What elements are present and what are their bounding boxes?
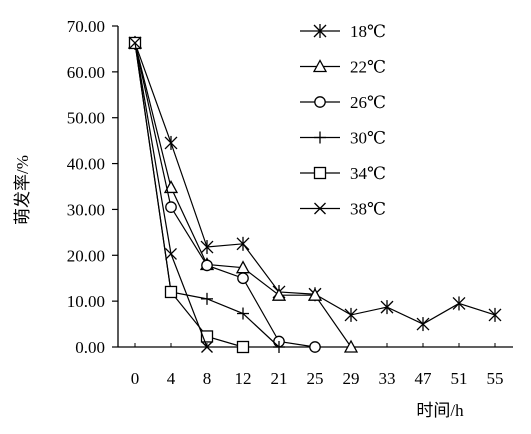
y-tick-label: 10.00	[67, 292, 105, 311]
legend-label: 30℃	[350, 129, 386, 148]
y-tick-label: 50.00	[67, 109, 105, 128]
x-tick-label: 47	[415, 369, 433, 388]
y-tick-label: 0.00	[75, 338, 105, 357]
data-point	[271, 287, 287, 301]
legend-label: 22℃	[350, 58, 386, 77]
series-triangle	[127, 35, 359, 353]
legend-item: 22℃	[300, 58, 386, 77]
series-line	[134, 42, 316, 348]
legend-item: 34℃	[300, 164, 386, 183]
data-point	[488, 307, 502, 322]
x-tick-label: 0	[131, 369, 140, 388]
data-point	[452, 296, 466, 311]
series-layer	[127, 35, 502, 354]
legend-item: 26℃	[300, 93, 386, 112]
data-point	[200, 330, 214, 343]
x-tick-label: 51	[451, 369, 468, 388]
series-line	[134, 42, 244, 348]
y-tick-label: 60.00	[67, 63, 105, 82]
data-point	[344, 307, 358, 322]
x-axis-label: 时间/h	[416, 401, 464, 420]
series-x	[129, 37, 213, 353]
data-point	[237, 307, 249, 320]
series-line	[134, 42, 496, 325]
data-point	[313, 24, 327, 38]
data-point	[129, 37, 141, 49]
y-tick-label: 70.00	[67, 17, 105, 36]
y-tick-labels: 0.00 10.00 20.00 30.00 40.00 50.00 60.00 70.00	[67, 17, 105, 357]
data-point	[164, 285, 178, 299]
legend-label: 18℃	[350, 22, 386, 41]
data-point	[273, 341, 285, 353]
y-tick-label: 20.00	[67, 246, 105, 265]
legend-label: 38℃	[350, 200, 386, 219]
data-point	[314, 202, 326, 215]
data-point	[307, 287, 323, 301]
data-point	[165, 201, 177, 213]
data-point	[343, 339, 359, 353]
data-point	[201, 259, 213, 272]
y-tick-label: 40.00	[67, 155, 105, 174]
data-point	[236, 340, 250, 354]
y-tick-label: 30.00	[67, 200, 105, 219]
legend-item: 30℃	[300, 129, 386, 148]
data-point	[236, 236, 250, 251]
data-point	[201, 292, 213, 305]
data-point	[380, 300, 394, 315]
legend-label: 34℃	[350, 164, 386, 183]
x-tick-label: 33	[379, 369, 396, 388]
data-point	[164, 135, 178, 150]
data-point	[165, 247, 177, 260]
series-line	[134, 42, 352, 348]
data-point	[201, 341, 213, 353]
x-tick-label: 21	[271, 369, 288, 388]
data-point	[309, 341, 321, 353]
x-tick-label: 4	[167, 369, 176, 388]
data-point	[200, 240, 214, 255]
y-axis-label: 萌发率/%	[13, 155, 32, 225]
legend: 18℃ 22℃ 26℃ 30℃ 34℃ 38℃	[300, 22, 386, 219]
data-point	[312, 59, 328, 73]
x-tick-label: 12	[235, 369, 252, 388]
data-point	[313, 166, 327, 180]
data-point	[163, 180, 179, 194]
legend-label: 26℃	[350, 93, 386, 112]
x-tick-label: 25	[307, 369, 324, 388]
data-point	[237, 272, 249, 285]
data-point	[416, 317, 430, 332]
x-tick-labels: 0 4 8 12 21 25 29 33 47 51 55	[131, 369, 504, 388]
data-point	[314, 131, 326, 144]
data-point	[314, 96, 326, 108]
x-tick-label: 55	[487, 369, 504, 388]
x-tick-label: 8	[203, 369, 212, 388]
legend-item: 18℃	[300, 22, 386, 41]
series-plus	[129, 36, 285, 353]
legend-item: 38℃	[300, 200, 386, 219]
series-asterisk	[128, 35, 502, 332]
x-tick-label: 29	[343, 369, 360, 388]
series-circle	[129, 37, 321, 353]
